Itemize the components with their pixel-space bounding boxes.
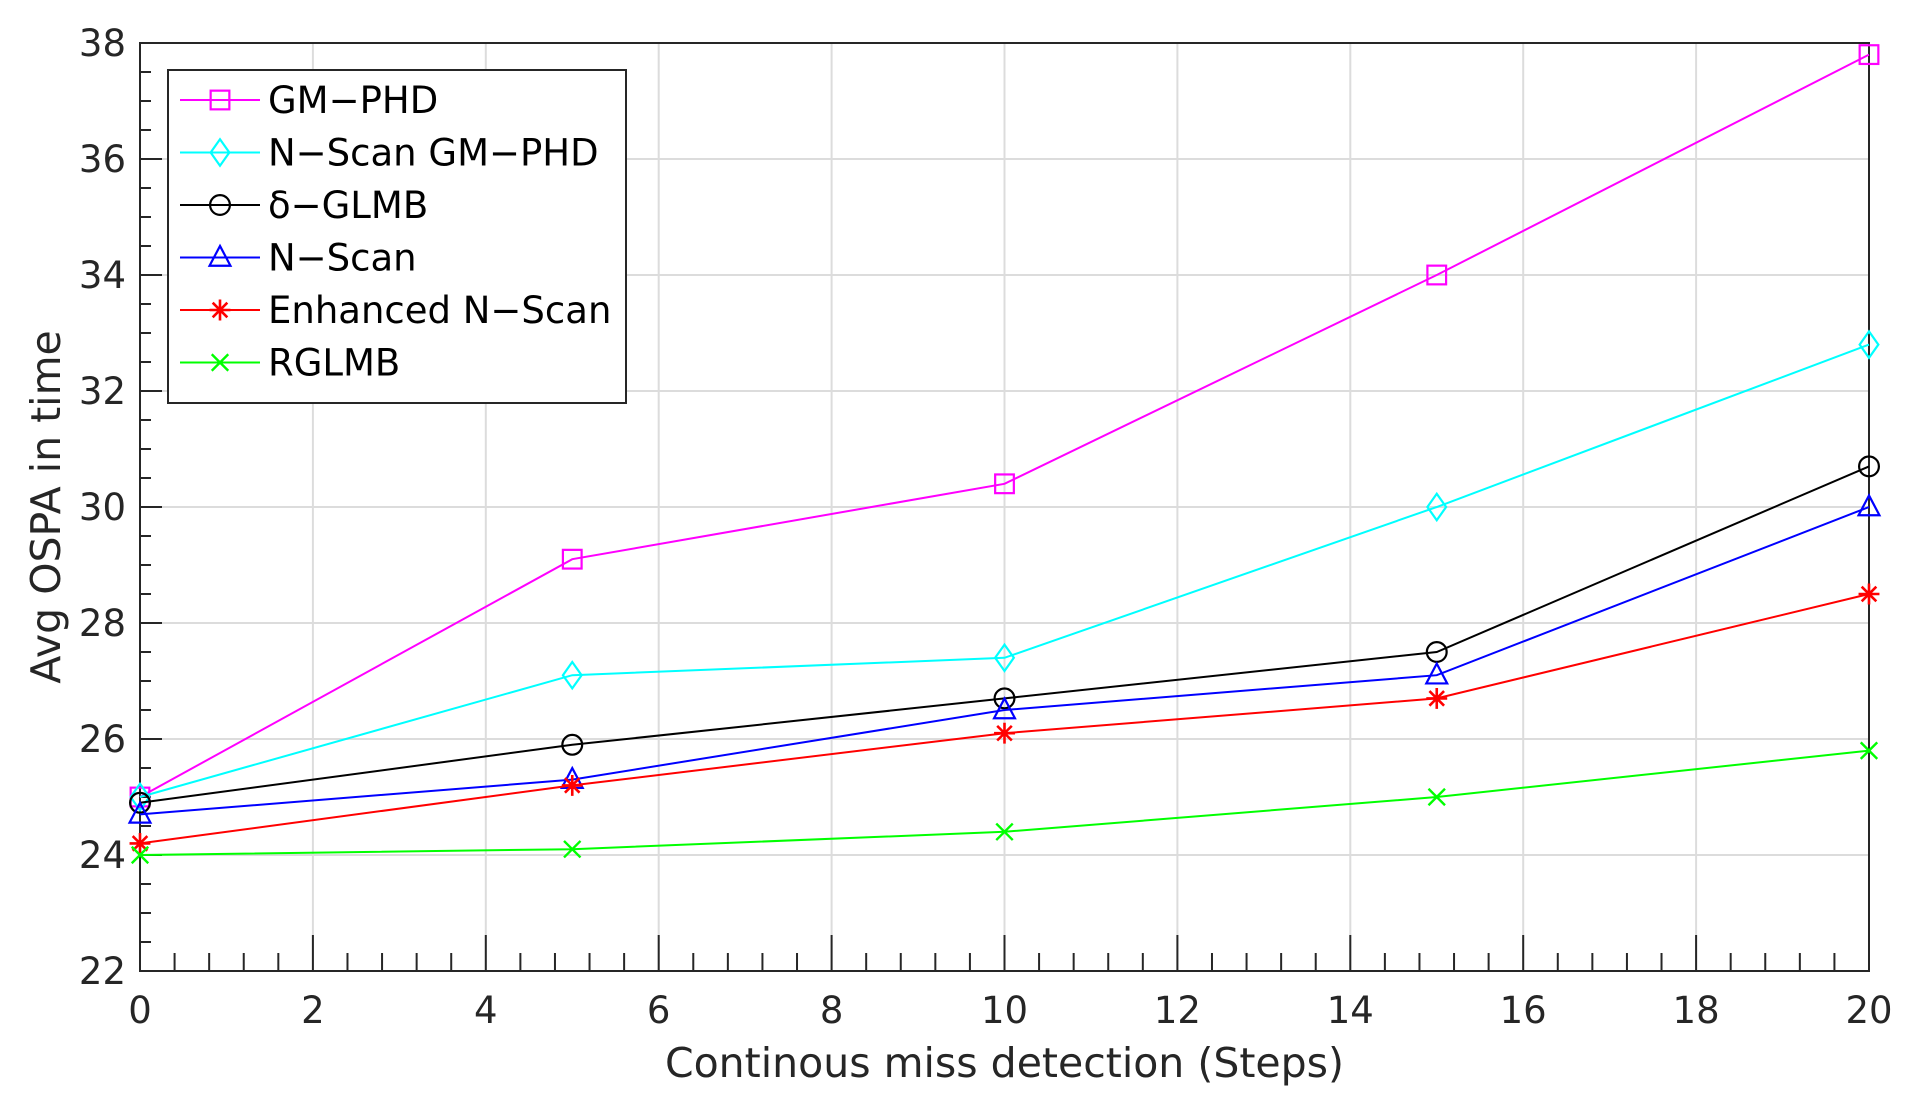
data-point-asterisk	[1426, 687, 1448, 709]
legend-item: Enhanced N−Scan	[180, 289, 611, 332]
y-axis-label: Avg OSPA in time	[22, 330, 70, 684]
series-asterisk	[129, 583, 1880, 854]
data-point-circle	[993, 687, 1016, 710]
data-point-asterisk	[994, 722, 1015, 744]
data-point-diamond	[561, 660, 583, 691]
legend-item: RGLMB	[180, 342, 400, 385]
data-point-square	[1858, 44, 1880, 66]
series-x	[130, 741, 1879, 865]
data-point-diamond	[1426, 491, 1448, 523]
data-point-triangle	[992, 696, 1017, 720]
data-point-triangle	[1856, 493, 1882, 517]
legend-marker	[209, 137, 231, 168]
y-tick-label: 26	[79, 718, 126, 761]
legend-box	[167, 69, 627, 404]
data-point-circle	[561, 733, 584, 756]
legend-item: δ−GLMB	[180, 184, 428, 227]
data-point-x	[1859, 741, 1879, 760]
y-tick-label: 36	[79, 138, 126, 181]
data-point-circle	[1857, 455, 1880, 478]
x-tick-label: 18	[1673, 989, 1720, 1032]
data-point-x	[563, 840, 582, 859]
legend-label: GM−PHD	[268, 79, 438, 122]
x-tick-label: 16	[1500, 989, 1547, 1032]
legend-marker	[209, 194, 232, 217]
x-tick-label: 6	[647, 989, 671, 1032]
legend-marker	[209, 89, 231, 111]
data-point-square	[994, 473, 1015, 495]
y-axis-ticks: 22 24 26 28 30 32 34 36 38	[79, 22, 126, 993]
x-axis-label: Continous miss detection (Steps)	[665, 1039, 1344, 1087]
data-point-square	[1426, 264, 1448, 286]
data-point-diamond	[1858, 329, 1880, 360]
y-tick-label: 34	[79, 254, 126, 297]
data-point-asterisk	[1858, 583, 1880, 605]
legend-item: N−Scan GM−PHD	[180, 132, 599, 175]
data-point-diamond	[993, 642, 1016, 673]
x-tick-label: 10	[981, 989, 1028, 1032]
x-tick-label: 8	[820, 989, 844, 1032]
x-tick-label: 14	[1327, 989, 1374, 1032]
legend-label: N−Scan	[268, 237, 417, 280]
data-point-x	[130, 845, 150, 865]
y-tick-label: 32	[79, 370, 126, 413]
y-tick-label: 38	[79, 22, 126, 65]
data-point-triangle	[1424, 661, 1450, 685]
legend-label: Enhanced N−Scan	[268, 289, 611, 332]
data-point-x	[995, 822, 1014, 841]
series-diamond	[129, 329, 1880, 813]
data-point-x	[1427, 787, 1446, 807]
legend-label: RGLMB	[268, 342, 400, 385]
series-line-triangle	[139, 506, 1870, 816]
data-point-triangle	[127, 800, 153, 824]
x-tick-label: 4	[474, 989, 498, 1032]
x-tick-label: 12	[1154, 989, 1201, 1032]
data-point-square	[561, 548, 583, 570]
legend-label: δ−GLMB	[268, 184, 428, 227]
legend: GM−PHD N−Scan GM−PHD δ−GLMB N−Scan Enhanced …	[167, 69, 627, 404]
x-tick-label: 20	[1845, 989, 1892, 1032]
y-tick-label: 22	[79, 950, 126, 993]
x-tick-label: 0	[128, 989, 152, 1032]
legend-label: N−Scan GM−PHD	[268, 132, 599, 175]
data-point-asterisk	[561, 774, 583, 796]
legend-item: N−Scan	[180, 237, 417, 280]
legend-item: GM−PHD	[180, 79, 438, 122]
data-point-circle	[129, 791, 152, 814]
series-line-diamond	[139, 343, 1870, 798]
y-tick-label: 24	[79, 834, 126, 877]
legend-marker	[209, 299, 231, 321]
series-group	[127, 44, 1882, 865]
x-axis-ticks: 0 2 4 6 8 10 12 14 16 18 20	[128, 989, 1892, 1032]
x-tick-label: 2	[301, 989, 325, 1032]
legend-marker	[207, 243, 233, 267]
legend-marker	[210, 353, 230, 372]
y-tick-label: 30	[79, 486, 126, 529]
series-square	[129, 44, 1880, 808]
data-point-asterisk	[129, 832, 151, 854]
series-line-square	[139, 53, 1870, 798]
y-tick-label: 28	[79, 602, 126, 645]
minor-ticks	[139, 42, 1870, 972]
data-point-diamond	[129, 781, 151, 813]
